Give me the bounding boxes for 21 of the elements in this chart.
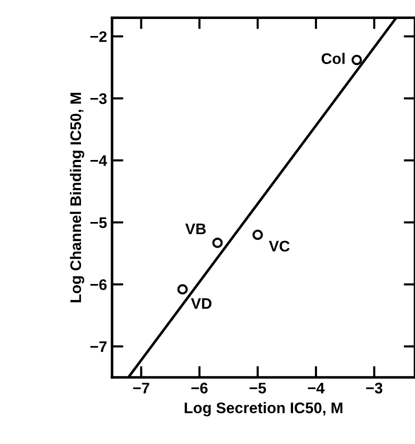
point (352, 54, 362, 66)
x-tick-label: −5 (250, 382, 266, 394)
x-axis-title: Log Secretion IC50, M (184, 402, 342, 416)
y-tick-label: −5 (90, 217, 107, 228)
y-tick-label: −6 (90, 279, 107, 290)
y-axis-title: Log Channel Binding IC50, M (70, 92, 84, 302)
y-tick-label: −3 (90, 93, 107, 104)
annotation: VB (185, 224, 206, 234)
y-tick-label: −7 (90, 341, 107, 352)
annotation: Col (322, 52, 345, 64)
point (177, 284, 188, 295)
x-tick-label: −7 (133, 382, 150, 394)
y-tick-label: −4 (90, 155, 108, 166)
point (212, 238, 223, 248)
x-tick-label: −3 (366, 382, 382, 394)
x-tick-label: −6 (191, 382, 208, 394)
x-tick-label: −4 (308, 382, 325, 394)
annotation: VD (190, 298, 212, 309)
y-tick-label: −2 (90, 31, 107, 42)
annotation: VC (268, 240, 290, 252)
point (252, 230, 263, 240)
